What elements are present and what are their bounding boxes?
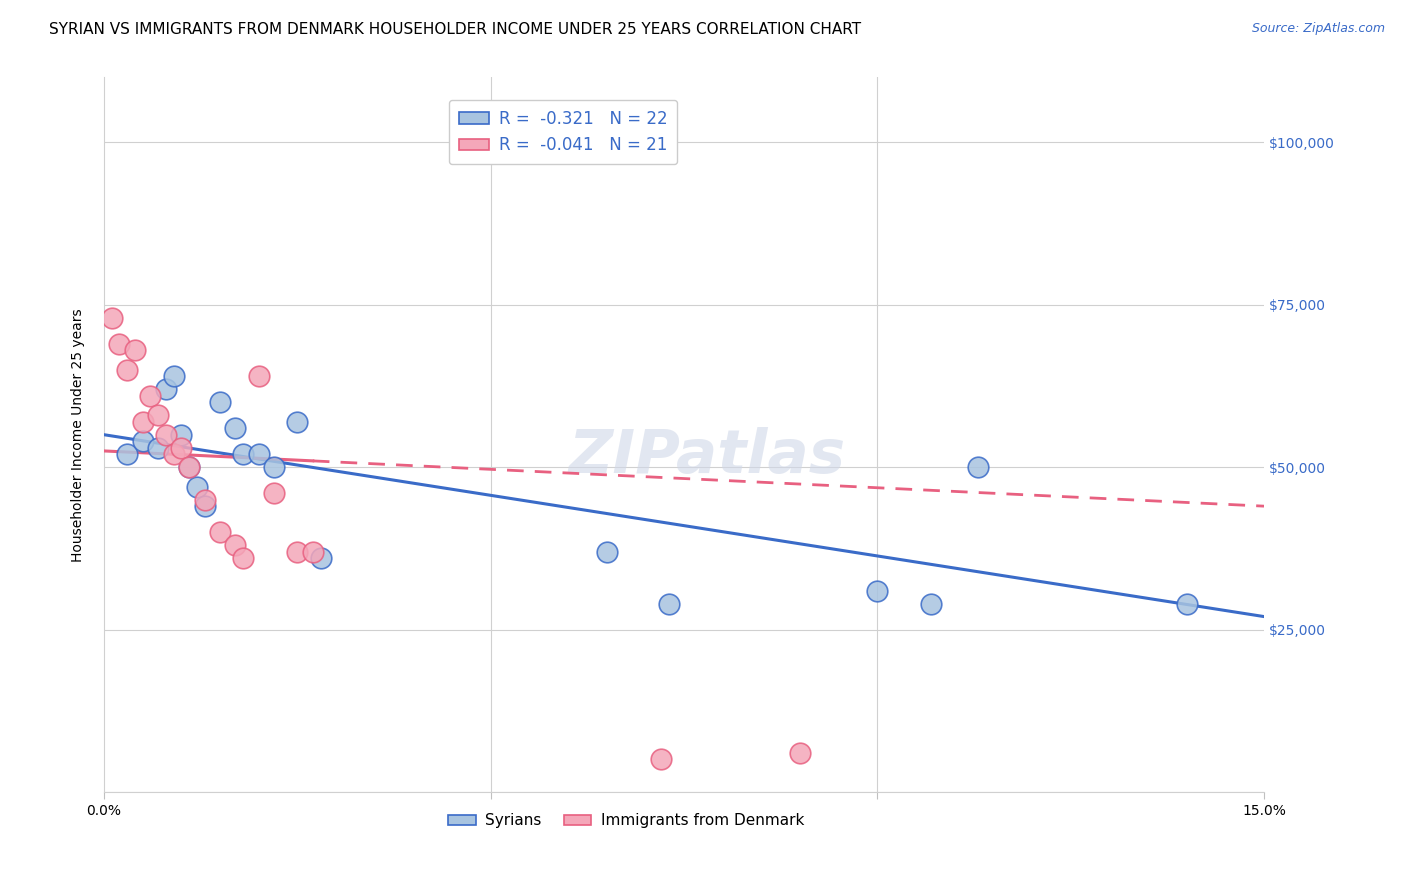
Point (162, 447, 184, 461)
Point (247, 369, 270, 384)
Point (124, 343, 146, 358)
Text: SYRIAN VS IMMIGRANTS FROM DENMARK HOUSEHOLDER INCOME UNDER 25 YEARS CORRELATION : SYRIAN VS IMMIGRANTS FROM DENMARK HOUSEH… (49, 22, 862, 37)
Point (650, 752, 672, 766)
Point (224, 538, 246, 552)
Point (131, 415, 153, 429)
Text: ZIPatlas: ZIPatlas (568, 426, 846, 485)
Point (146, 408, 169, 422)
Y-axis label: Householder Income Under 25 years: Householder Income Under 25 years (72, 308, 86, 561)
Point (186, 480, 208, 494)
Point (170, 427, 193, 442)
Point (224, 421, 246, 435)
Point (170, 441, 193, 455)
Point (595, 544, 617, 558)
Point (131, 434, 153, 449)
Point (162, 369, 184, 384)
Point (789, 746, 811, 760)
Point (263, 460, 285, 475)
Point (232, 551, 254, 566)
Point (285, 544, 308, 558)
Point (247, 447, 270, 461)
Point (232, 447, 254, 461)
Point (193, 499, 215, 513)
Point (208, 395, 231, 409)
Point (1175, 597, 1198, 611)
Point (967, 460, 990, 475)
Point (108, 336, 131, 351)
Point (100, 310, 122, 325)
Point (177, 460, 200, 475)
Point (139, 389, 162, 403)
Point (115, 447, 138, 461)
Point (657, 597, 679, 611)
Point (921, 597, 943, 611)
Point (155, 427, 177, 442)
Legend: Syrians, Immigrants from Denmark: Syrians, Immigrants from Denmark (441, 807, 810, 834)
Point (177, 460, 200, 475)
Point (263, 486, 285, 500)
Point (115, 363, 138, 377)
Text: Source: ZipAtlas.com: Source: ZipAtlas.com (1251, 22, 1385, 36)
Point (285, 415, 308, 429)
Point (146, 441, 169, 455)
Point (155, 382, 177, 396)
Point (208, 525, 231, 540)
Point (866, 583, 889, 598)
Point (193, 492, 215, 507)
Point (301, 544, 323, 558)
Point (309, 551, 332, 566)
